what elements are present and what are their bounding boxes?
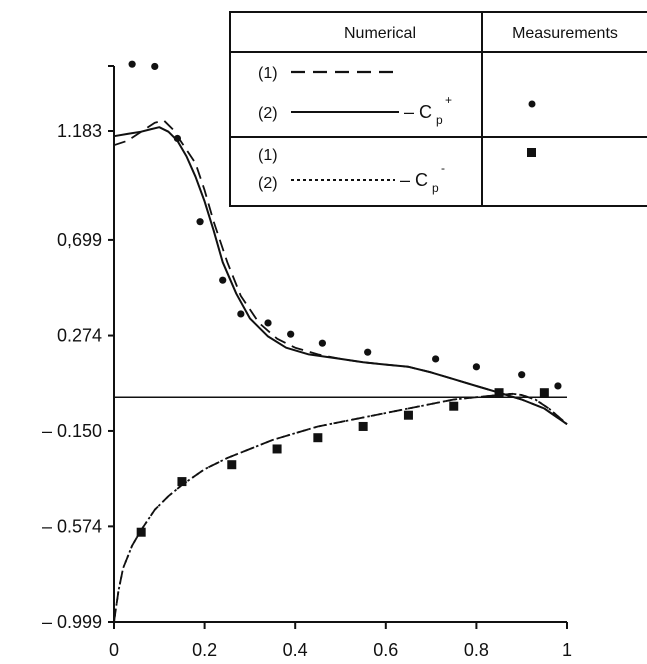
measurement-point-cp-minus [539,388,549,398]
legend-row1-label-1: (1) [258,65,278,82]
legend-row1-label-2: (2) [258,105,278,122]
tick-labels: 1.183 0,699 0.274 – 0.150 – 0.574 – 0.999 0 0.2… [42,121,572,660]
measurement-point-cp-plus [173,134,182,143]
legend-measurement-square [527,148,536,157]
x-tick-label: 1 [562,640,572,660]
measurement-point-cp-plus [518,371,526,379]
x-tick-label: 0.4 [283,640,308,660]
measurement-point-cp-plus [287,330,295,338]
legend-header-measurements: Measurements [512,25,618,42]
measurement-markers [128,60,562,537]
measurement-point-cp-plus [219,276,227,284]
axes [108,65,568,629]
measurement-point-cp-plus [554,382,562,390]
curves [113,119,568,623]
x-tick-label: 0.6 [373,640,398,660]
measurement-point-cp-plus [364,348,372,356]
legend: Numerical Measurements (1) (2) – C p + (… [229,11,647,207]
measurement-point-cp-plus [472,363,480,371]
legend-row2-superscript: - [441,161,445,175]
series-line-4 [113,392,568,623]
y-tick-label: – 0.999 [42,612,102,632]
measurement-point-cp-minus [227,460,237,470]
measurement-point-cp-plus [318,339,326,347]
y-tick-label: – 0.150 [42,421,102,441]
legend-row2-label-2: (2) [258,175,278,192]
legend-header-numerical: Numerical [344,25,416,42]
measurement-point-cp-minus [494,388,504,398]
measurement-point-cp-minus [403,410,413,420]
measurement-point-cp-minus [358,421,368,431]
measurement-point-cp-minus [136,527,146,537]
measurement-point-cp-minus [272,444,282,454]
x-tick-label: 0 [109,640,119,660]
y-tick-label: 1.183 [57,121,102,141]
y-tick-label: – 0.574 [42,516,102,536]
series-line-3 [113,392,568,623]
x-tick-label: 0.8 [464,640,489,660]
legend-row1-symbol: – C [404,102,432,122]
measurement-point-cp-plus [264,319,272,327]
legend-row1-subscript: p [436,113,443,127]
legend-row2-subscript: p [432,181,439,195]
legend-box [229,11,647,207]
legend-row2-label-1: (1) [258,147,278,164]
measurement-point-cp-plus [196,218,204,226]
series-line-2 [113,126,568,426]
legend-row1-superscript: + [445,93,452,107]
measurement-point-cp-minus [177,477,187,487]
y-tick-label: 0.274 [57,326,102,346]
measurement-point-cp-plus [128,60,136,68]
measurement-point-cp-plus [432,355,440,363]
legend-row2-symbol: – C [400,170,428,190]
measurement-point-cp-plus [151,62,159,71]
x-tick-label: 0.2 [192,640,217,660]
legend-measurement-circle [528,100,536,108]
measurement-point-cp-minus [449,401,459,411]
measurement-point-cp-plus [237,310,245,318]
measurement-point-cp-minus [313,433,323,443]
y-tick-label: 0,699 [57,230,102,250]
